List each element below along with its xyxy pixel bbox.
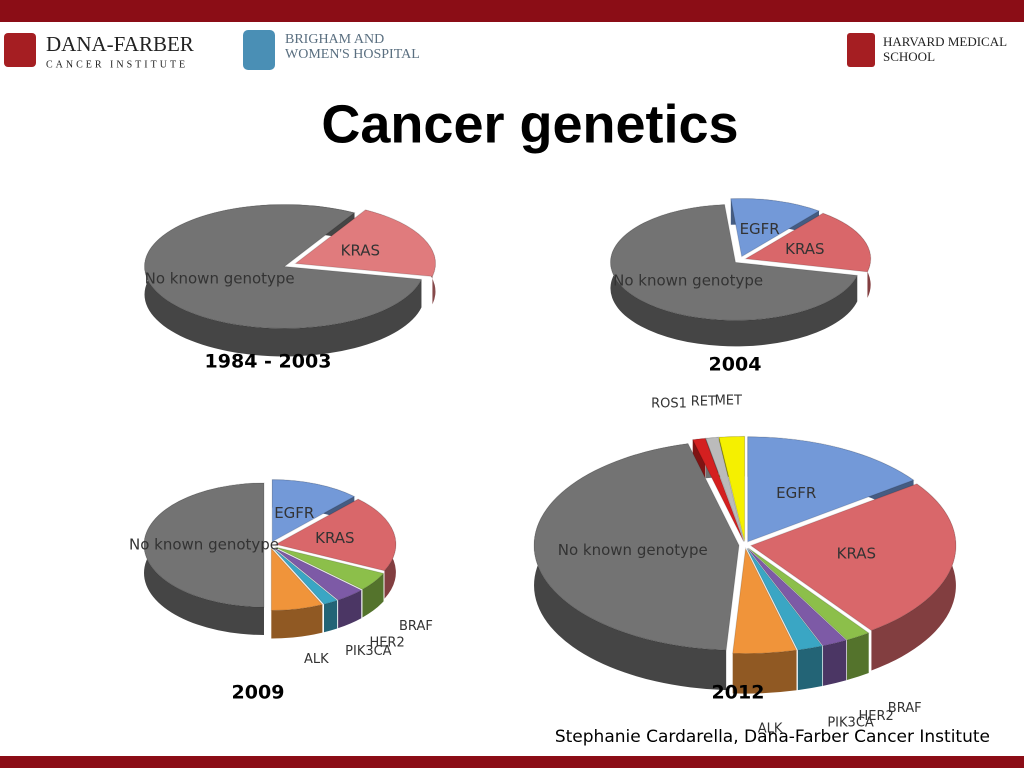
slice-label: BRAF	[888, 701, 922, 716]
slice-label: ALK	[758, 721, 783, 736]
slice-label: ALK	[304, 652, 329, 667]
slice	[294, 209, 436, 277]
logo-icon	[243, 30, 275, 70]
slice-side	[823, 640, 847, 686]
slice-label: ROS1	[651, 396, 687, 411]
slice-label: KRAS	[785, 240, 824, 258]
slice-label: No known genotype	[613, 271, 763, 289]
slice	[533, 443, 740, 651]
slice-side	[323, 600, 338, 633]
slice	[609, 204, 859, 321]
chart-title: 2004	[709, 354, 762, 376]
slice-label: HER2	[858, 709, 893, 724]
logo-text: BRIGHAM AND	[285, 32, 384, 47]
slice	[274, 498, 397, 572]
slice-label: KRAS	[315, 529, 354, 547]
slice	[271, 479, 356, 543]
slice-label: MET	[715, 393, 742, 408]
slice	[730, 198, 821, 258]
slice	[270, 547, 324, 612]
slice-label: BRAF	[399, 619, 433, 634]
slice-label: HER2	[369, 636, 404, 651]
logo-text: DANA-FARBER	[46, 32, 194, 56]
slice	[744, 212, 872, 273]
bottom-bar	[0, 756, 1024, 768]
slice	[273, 547, 363, 601]
slice-label: EGFR	[740, 220, 780, 238]
slice-label: No known genotype	[129, 536, 279, 554]
slice	[747, 547, 870, 641]
slice	[274, 546, 385, 591]
chart: KRAS No known genotype 1984 - 2003	[144, 204, 436, 373]
slice	[144, 204, 423, 329]
logo-text: HARVARD MEDICAL	[883, 34, 1007, 49]
slice	[749, 483, 957, 632]
slice-label: KRAS	[341, 242, 380, 260]
slice-side	[271, 604, 323, 639]
slice-label: RET	[691, 395, 716, 410]
credit: Stephanie Cardarella, Dana-Farber Cancer…	[555, 727, 990, 747]
slice	[732, 546, 798, 655]
logo-text: WOMEN'S HOSPITAL	[285, 47, 420, 62]
top-bar	[0, 0, 1024, 22]
slice	[746, 548, 824, 651]
slice	[143, 482, 265, 608]
slice-side	[362, 573, 384, 618]
slice-side	[338, 590, 362, 629]
slice-side	[732, 650, 797, 694]
slice	[747, 547, 848, 647]
slice	[272, 547, 339, 605]
chart: EGFR KRAS No known genotype 2004	[609, 198, 872, 376]
slice-side	[797, 646, 823, 691]
slice-label: PIK3CA	[345, 644, 392, 659]
logo-text: SCHOOL	[883, 49, 935, 64]
slice	[747, 436, 915, 543]
slice	[691, 437, 745, 542]
logo-text: CANCER INSTITUTE	[46, 59, 188, 70]
slice-side	[846, 632, 869, 681]
chart-title: 2012	[712, 682, 765, 704]
slide-title: Cancer genetics	[321, 94, 738, 154]
slice-label: No known genotype	[558, 541, 708, 559]
slice-label: EGFR	[274, 504, 314, 522]
logo-icon	[4, 33, 36, 67]
slice-label: KRAS	[837, 545, 876, 563]
slice-label: PIK3CA	[827, 715, 874, 730]
slice	[718, 435, 746, 542]
chart-title: 1984 - 2003	[205, 351, 332, 373]
slice-label: EGFR	[776, 484, 816, 502]
chart-title: 2009	[232, 682, 285, 704]
slice-label: No known genotype	[145, 269, 295, 287]
slice	[704, 436, 745, 542]
logo-icon	[847, 33, 875, 67]
